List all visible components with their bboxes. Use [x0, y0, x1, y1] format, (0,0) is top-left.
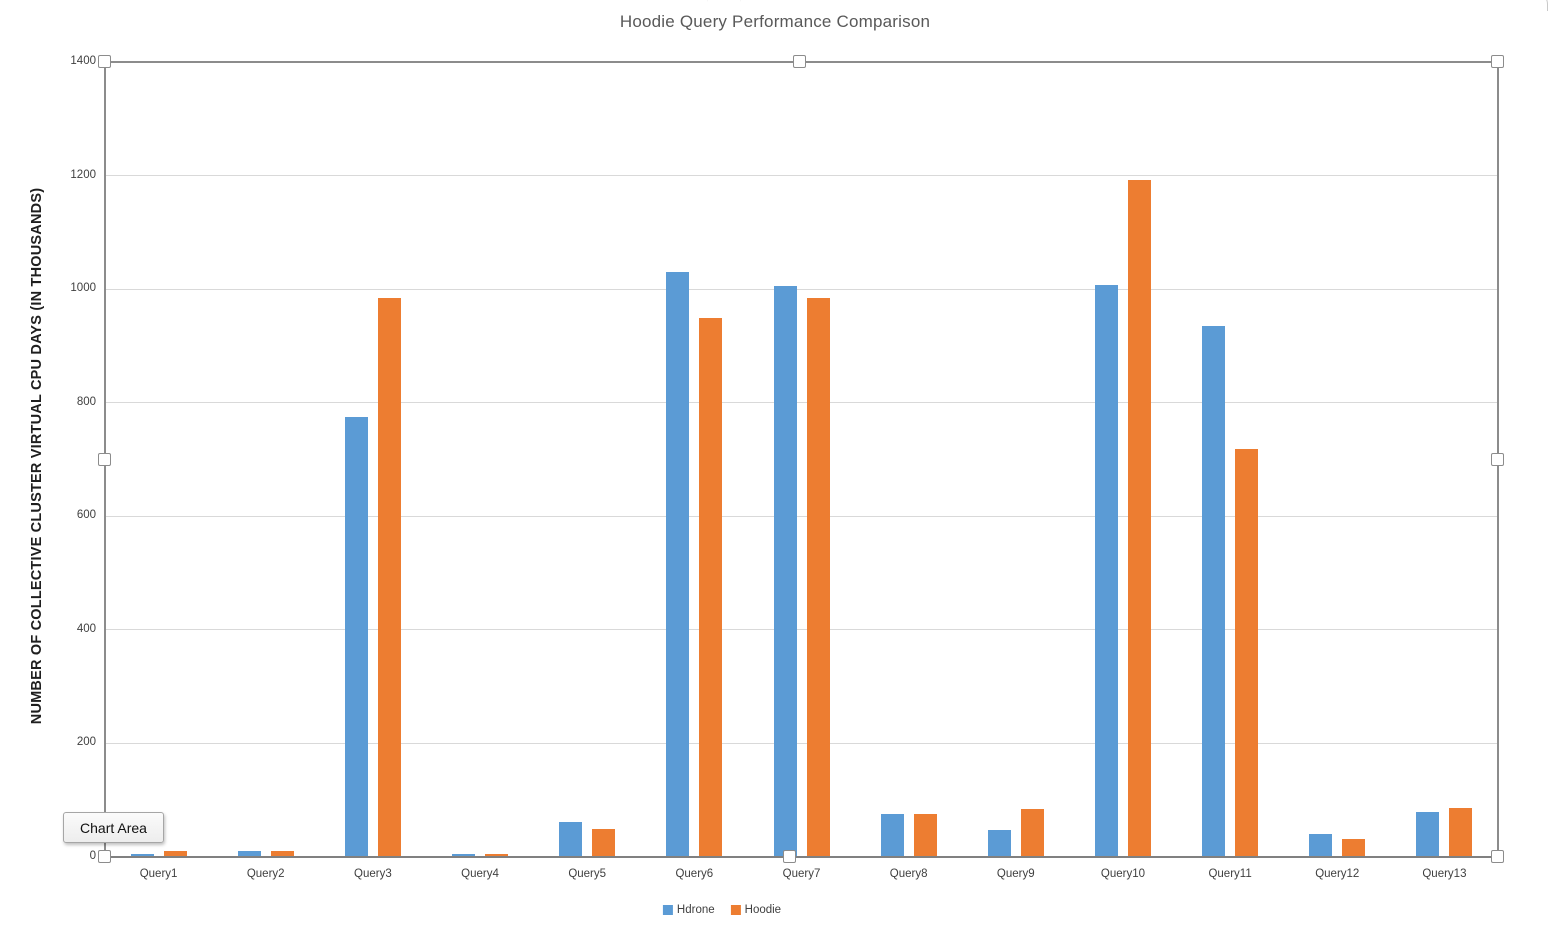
bar-hoodie-query1[interactable] [163, 851, 187, 857]
legend-item-hoodie[interactable]: Hoodie [730, 904, 782, 916]
bar-hdrone-query13[interactable] [1416, 811, 1440, 857]
bar-hoodie-query11[interactable] [1235, 449, 1259, 857]
selection-handle-mid-left[interactable] [98, 453, 111, 466]
x-tick-label-query6: Query6 [675, 868, 714, 880]
x-tick-label-query12: Query12 [1315, 868, 1360, 880]
x-tick-label-query10: Query10 [1100, 868, 1145, 880]
selection-handle-mid-right[interactable] [1491, 453, 1504, 466]
bar-hdrone-query2[interactable] [237, 851, 261, 857]
selection-handle-bottom-left[interactable] [98, 850, 111, 863]
y-tick-label-200: 200 [76, 736, 96, 749]
chart-area-tooltip: Chart Area [63, 812, 164, 843]
x-tick-label-query7: Query7 [782, 868, 821, 880]
bar-hdrone-query5[interactable] [559, 821, 583, 857]
y-tick-label-800: 800 [76, 395, 96, 408]
gridline-400 [105, 629, 1498, 631]
y-tick-label-1400: 1400 [70, 55, 96, 67]
bar-hoodie-query5[interactable] [592, 828, 616, 857]
bar-hdrone-query4[interactable] [452, 854, 476, 857]
legend-swatch-icon [730, 905, 741, 915]
bar-hdrone-query11[interactable] [1202, 326, 1226, 857]
bar-hoodie-query12[interactable] [1342, 838, 1366, 857]
gridline-200 [105, 742, 1498, 744]
y-tick-label-600: 600 [76, 509, 96, 522]
legend-item-hdrone[interactable]: Hdrone [662, 904, 715, 916]
x-tick-label-query3: Query3 [354, 868, 392, 880]
selection-handle-top-center[interactable] [793, 55, 806, 68]
selection-handle-top-left[interactable] [98, 55, 111, 68]
chart-title[interactable]: Hoodie Query Performance Comparison [619, 12, 931, 31]
gridline-1200 [105, 175, 1498, 177]
bar-hdrone-query1[interactable] [130, 854, 154, 857]
legend-label: Hdrone [676, 904, 715, 916]
selection-handle-top-right[interactable] [1491, 55, 1504, 68]
x-tick-label-query2: Query2 [246, 868, 285, 880]
x-axis-line[interactable] [104, 856, 1499, 858]
gridline-800 [105, 402, 1498, 404]
y-tick-label-1000: 1000 [70, 282, 96, 295]
bar-hdrone-query3[interactable] [344, 416, 368, 857]
bar-hdrone-query8[interactable] [880, 814, 904, 857]
bar-hoodie-query2[interactable] [270, 851, 294, 857]
x-tick-label-query1: Query1 [139, 868, 178, 880]
bar-hoodie-query4[interactable] [485, 854, 509, 857]
x-tick-label-query5: Query5 [568, 868, 607, 880]
y-axis-title[interactable]: NUMBER OF COLLECTIVE CLUSTER VIRTUAL CPU… [29, 187, 45, 725]
selection-handle-bottom-right[interactable] [1491, 850, 1504, 863]
x-tick-label-query13: Query13 [1422, 868, 1467, 880]
bar-hoodie-query3[interactable] [377, 297, 401, 857]
bar-hdrone-query12[interactable] [1309, 834, 1333, 857]
bar-hdrone-query10[interactable] [1094, 284, 1118, 857]
bar-hdrone-query7[interactable] [773, 286, 797, 857]
y-tick-label-1200: 1200 [70, 168, 96, 181]
bar-hoodie-query6[interactable] [699, 317, 723, 857]
gridline-1000 [105, 288, 1498, 290]
chart-legend[interactable]: Hdrone Hoodie [662, 904, 782, 916]
x-tick-label-query9: Query9 [996, 868, 1035, 880]
bar-hoodie-query7[interactable] [806, 297, 830, 857]
y-tick-label-400: 400 [76, 622, 96, 635]
y-tick-label-0: 0 [89, 850, 96, 862]
x-tick-label-query4: Query4 [461, 868, 499, 880]
bar-hoodie-query9[interactable] [1020, 808, 1044, 857]
bar-hdrone-query9[interactable] [987, 830, 1011, 857]
window-corner-artifact [1505, 0, 1548, 11]
bar-hdrone-query6[interactable] [666, 272, 690, 857]
selection-handle-bottom-center[interactable] [783, 850, 796, 863]
legend-swatch-icon [662, 905, 673, 915]
window-corner-artifact [707, 0, 741, 5]
bar-hoodie-query10[interactable] [1127, 179, 1151, 857]
x-tick-label-query8: Query8 [889, 868, 928, 880]
legend-label: Hoodie [744, 904, 782, 916]
bar-hoodie-query13[interactable] [1449, 807, 1473, 857]
gridline-600 [105, 515, 1498, 517]
x-tick-label-query11: Query11 [1208, 868, 1252, 880]
bar-hoodie-query8[interactable] [913, 814, 937, 857]
